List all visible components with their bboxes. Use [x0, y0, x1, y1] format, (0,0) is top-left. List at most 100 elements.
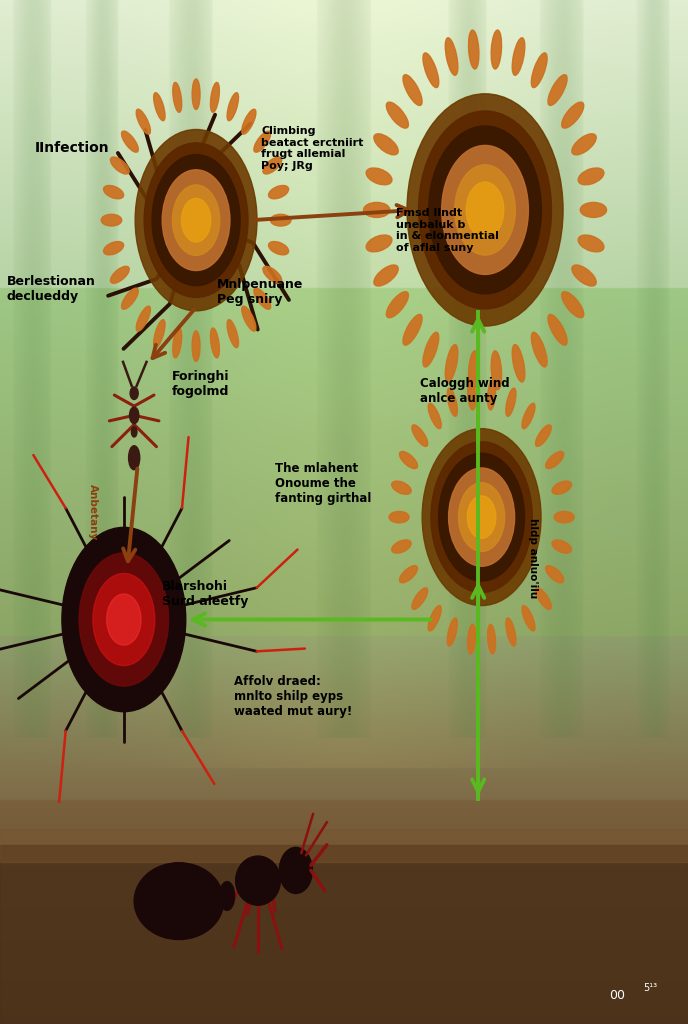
Ellipse shape [561, 292, 583, 317]
Circle shape [431, 441, 533, 593]
Ellipse shape [387, 102, 409, 128]
Text: IInfection: IInfection [34, 141, 109, 156]
Circle shape [162, 170, 230, 270]
Ellipse shape [254, 131, 270, 153]
Ellipse shape [173, 328, 182, 358]
Ellipse shape [428, 403, 441, 429]
Ellipse shape [279, 848, 312, 893]
Ellipse shape [513, 38, 525, 76]
Text: Anbetany: Anbetany [88, 484, 98, 540]
Ellipse shape [469, 30, 479, 69]
Circle shape [152, 155, 240, 286]
Text: 00: 00 [609, 989, 625, 1001]
Ellipse shape [488, 380, 495, 410]
Ellipse shape [403, 314, 422, 345]
Ellipse shape [491, 30, 502, 69]
Ellipse shape [263, 157, 281, 174]
Circle shape [467, 496, 496, 539]
Circle shape [442, 145, 528, 274]
Ellipse shape [235, 856, 280, 905]
Ellipse shape [445, 38, 458, 76]
Ellipse shape [548, 75, 567, 105]
Circle shape [182, 199, 211, 242]
Circle shape [429, 126, 541, 294]
Ellipse shape [423, 53, 439, 88]
Circle shape [466, 182, 504, 238]
Ellipse shape [468, 380, 475, 410]
Ellipse shape [535, 588, 551, 609]
Ellipse shape [122, 131, 138, 153]
Ellipse shape [447, 617, 458, 646]
Text: 5¹³: 5¹³ [643, 983, 658, 993]
Ellipse shape [153, 93, 165, 121]
Ellipse shape [391, 481, 411, 495]
Ellipse shape [130, 387, 138, 399]
Ellipse shape [578, 236, 604, 252]
Circle shape [449, 468, 515, 566]
Ellipse shape [572, 134, 596, 155]
Ellipse shape [254, 288, 270, 309]
Ellipse shape [366, 168, 392, 184]
Ellipse shape [268, 242, 289, 255]
Bar [0, 829, 688, 862]
Ellipse shape [548, 314, 567, 345]
Ellipse shape [445, 344, 458, 382]
Ellipse shape [101, 214, 122, 226]
Circle shape [135, 129, 257, 311]
Circle shape [458, 482, 505, 552]
Ellipse shape [129, 445, 140, 470]
Circle shape [439, 454, 524, 581]
Ellipse shape [111, 266, 129, 284]
Circle shape [144, 143, 248, 297]
Ellipse shape [412, 588, 428, 609]
Ellipse shape [561, 102, 583, 128]
Ellipse shape [447, 388, 458, 417]
Ellipse shape [552, 540, 572, 553]
Ellipse shape [374, 134, 398, 155]
Ellipse shape [506, 388, 516, 417]
Circle shape [107, 594, 141, 645]
Ellipse shape [412, 425, 428, 446]
Circle shape [173, 185, 219, 255]
Ellipse shape [423, 332, 439, 367]
Ellipse shape [469, 351, 479, 390]
Text: Mnlpenuane
Peg sniry: Mnlpenuane Peg sniry [217, 278, 303, 306]
Ellipse shape [400, 452, 418, 469]
Ellipse shape [111, 157, 129, 174]
Ellipse shape [546, 565, 563, 583]
Ellipse shape [227, 93, 239, 121]
Ellipse shape [546, 452, 563, 469]
Text: Fmsd Ilndt
unebaluk b
in & elonmential
of aflal suny: Fmsd Ilndt unebaluk b in & elonmential o… [396, 208, 499, 253]
Ellipse shape [400, 565, 418, 583]
Text: hldp anluo'ilu: hldp anluo'ilu [528, 518, 538, 598]
Ellipse shape [122, 288, 138, 309]
Circle shape [455, 165, 515, 255]
Ellipse shape [103, 242, 124, 255]
Ellipse shape [227, 319, 239, 347]
Ellipse shape [129, 407, 139, 424]
Ellipse shape [366, 236, 392, 252]
Ellipse shape [389, 511, 409, 523]
Ellipse shape [428, 605, 441, 631]
Ellipse shape [578, 168, 604, 184]
Text: Climbing
beatact erctniirt
frugt allemial
Poy; JRg: Climbing beatact erctniirt frugt allemia… [261, 126, 364, 171]
Circle shape [418, 111, 552, 309]
Circle shape [93, 573, 155, 666]
Ellipse shape [270, 214, 291, 226]
Ellipse shape [241, 306, 256, 331]
Ellipse shape [374, 265, 398, 286]
Ellipse shape [522, 605, 535, 631]
Text: Caloggh wind
anlce aunty: Caloggh wind anlce aunty [420, 377, 509, 406]
Ellipse shape [211, 82, 219, 113]
Ellipse shape [192, 79, 200, 110]
Ellipse shape [522, 403, 535, 429]
Ellipse shape [488, 625, 495, 654]
Ellipse shape [491, 351, 502, 390]
Ellipse shape [103, 185, 124, 199]
Ellipse shape [192, 331, 200, 361]
Ellipse shape [241, 110, 256, 134]
Ellipse shape [391, 540, 411, 553]
Ellipse shape [531, 53, 547, 88]
Ellipse shape [211, 328, 219, 358]
Ellipse shape [263, 266, 281, 284]
